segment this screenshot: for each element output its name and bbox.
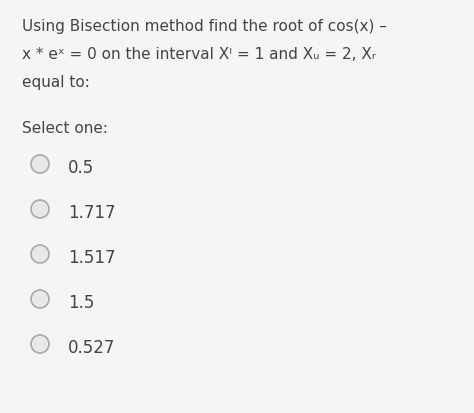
Text: 0.527: 0.527: [68, 338, 115, 356]
Text: equal to:: equal to:: [22, 75, 90, 90]
Circle shape: [31, 201, 49, 218]
Text: Using Bisection method find the root of cos(x) –: Using Bisection method find the root of …: [22, 19, 387, 34]
Circle shape: [31, 335, 49, 353]
Text: Select one:: Select one:: [22, 121, 108, 136]
Circle shape: [31, 290, 49, 308]
Text: 1.517: 1.517: [68, 248, 116, 266]
Text: x * eˣ = 0 on the interval Xᴵ = 1 and Xᵤ = 2, Xᵣ: x * eˣ = 0 on the interval Xᴵ = 1 and Xᵤ…: [22, 47, 376, 62]
Text: 0.5: 0.5: [68, 159, 94, 177]
Circle shape: [31, 245, 49, 263]
Circle shape: [31, 156, 49, 173]
Text: 1.717: 1.717: [68, 204, 116, 221]
Text: 1.5: 1.5: [68, 293, 94, 311]
